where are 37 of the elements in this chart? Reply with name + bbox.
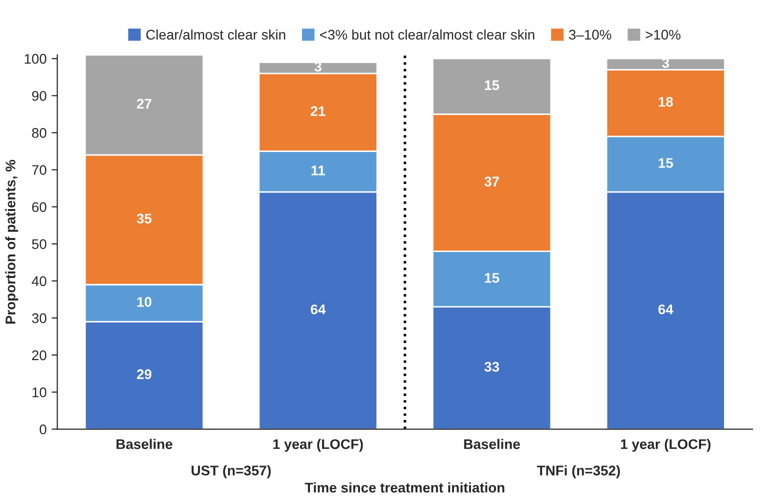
legend-label: <3% but not clear/almost clear skin bbox=[320, 29, 534, 40]
y-tick-label: 60 bbox=[32, 202, 46, 212]
y-tick-label: 30 bbox=[32, 313, 46, 324]
data-label: 15 bbox=[658, 158, 673, 168]
y-tick-label: 50 bbox=[32, 239, 46, 250]
x-tick-label: 1 year (LOCF) bbox=[620, 438, 710, 452]
y-tick-label: 0 bbox=[40, 424, 46, 434]
y-tick-label: 70 bbox=[32, 165, 46, 175]
legend-label: >10% bbox=[646, 30, 680, 40]
y-tick-label: 10 bbox=[32, 387, 46, 398]
y-axis-title: Proportion of patients, % bbox=[5, 160, 18, 324]
data-label: 64 bbox=[658, 304, 674, 314]
data-label: 37 bbox=[484, 176, 499, 186]
legend-label: Clear/almost clear skin bbox=[146, 29, 286, 40]
data-label: 11 bbox=[312, 166, 325, 176]
y-tick-label: 80 bbox=[32, 128, 46, 138]
x-tick-label: 1 year (LOCF) bbox=[273, 438, 363, 452]
data-label: 27 bbox=[136, 98, 152, 109]
x-axis-title: Time since treatment initiation bbox=[304, 482, 504, 493]
data-label: 29 bbox=[136, 369, 152, 380]
data-label: 15 bbox=[484, 273, 500, 283]
y-tick-label: 100 bbox=[24, 54, 46, 64]
data-label: 21 bbox=[310, 106, 326, 116]
data-label: 18 bbox=[658, 96, 673, 107]
data-label: 35 bbox=[136, 214, 152, 224]
text: TNFi (n=352) bbox=[537, 465, 620, 478]
legend-label: 3–10% bbox=[568, 30, 612, 40]
x-tick-label: Baseline bbox=[116, 438, 172, 450]
text: UST (n=357) bbox=[192, 465, 271, 478]
x-tick-label: Baseline bbox=[464, 438, 520, 450]
data-label: 33 bbox=[484, 362, 500, 372]
y-tick-label: 40 bbox=[32, 276, 46, 286]
data-label: 10 bbox=[137, 297, 152, 307]
data-label: 15 bbox=[484, 80, 500, 90]
data-label: 64 bbox=[310, 304, 326, 314]
y-tick-label: 20 bbox=[32, 350, 46, 360]
y-tick-label: 90 bbox=[32, 90, 46, 101]
